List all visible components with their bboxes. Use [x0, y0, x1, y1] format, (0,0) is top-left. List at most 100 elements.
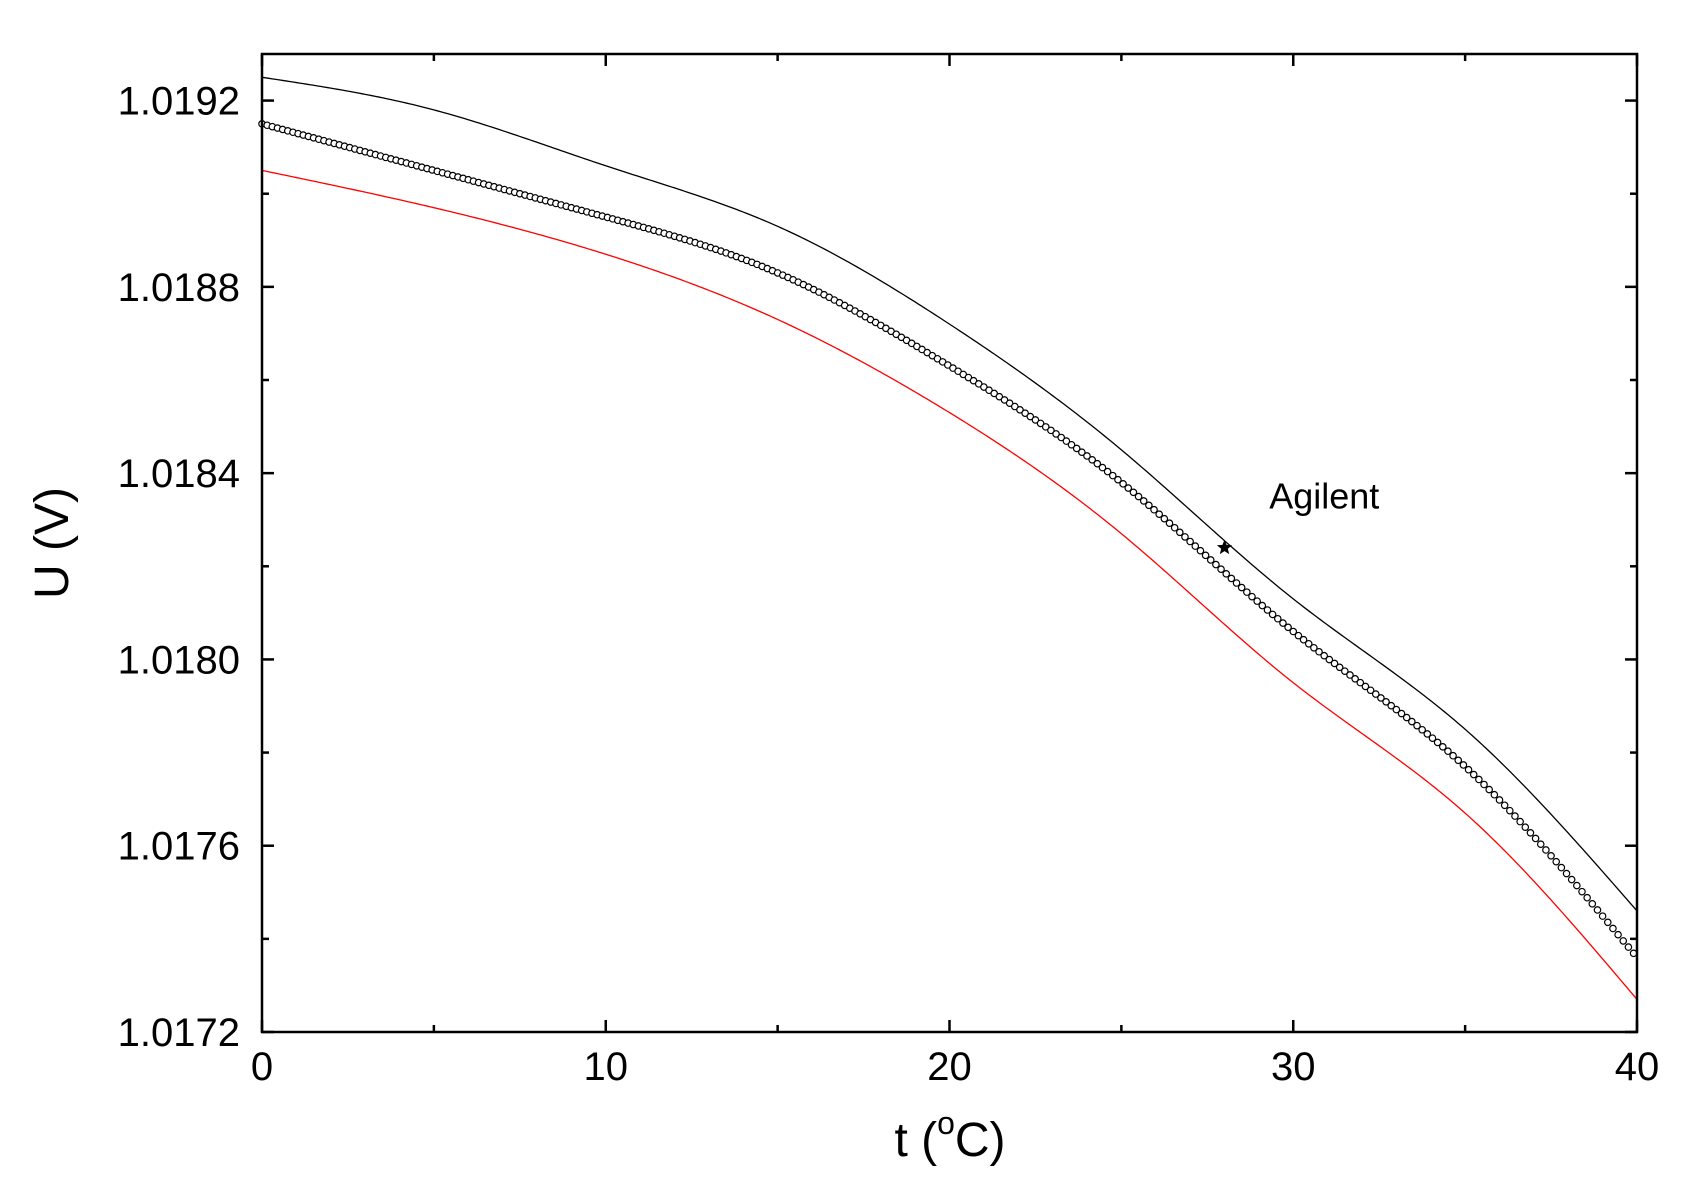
y-axis-title: U (V)	[26, 487, 79, 599]
data-point	[1438, 742, 1447, 751]
data-point	[1567, 875, 1576, 884]
data-point	[1397, 709, 1406, 718]
data-point	[1279, 619, 1287, 627]
data-point	[1454, 756, 1463, 765]
x-tick-label: 40	[1615, 1045, 1660, 1089]
data-point	[1578, 887, 1586, 896]
data-point	[1371, 690, 1380, 698]
data-point	[1573, 881, 1581, 890]
data-point	[1562, 869, 1571, 878]
data-point	[1464, 765, 1473, 774]
data-point	[1449, 751, 1457, 760]
data-point	[1062, 437, 1071, 445]
data-point	[1268, 610, 1277, 619]
data-point	[1552, 857, 1561, 866]
data-point	[1212, 560, 1220, 569]
data-point	[1506, 806, 1514, 815]
data-point	[1387, 701, 1396, 710]
data-point	[1304, 639, 1313, 648]
data-point	[1289, 627, 1298, 636]
data-point	[1418, 725, 1426, 734]
data-point	[1222, 570, 1231, 578]
data-point	[1408, 717, 1416, 726]
data-point	[1459, 761, 1468, 769]
data-point	[1139, 497, 1148, 505]
data-point	[1047, 426, 1055, 435]
data-point	[1392, 705, 1401, 714]
x-axis-title-sup: o	[937, 1105, 955, 1141]
data-point	[1469, 770, 1478, 779]
x-tick-label: 0	[251, 1045, 273, 1089]
series-line-0	[261, 76, 1638, 912]
x-tick-label: 30	[1271, 1045, 1316, 1089]
data-point	[1475, 775, 1483, 784]
annotation-label: Agilent	[1269, 475, 1379, 516]
data-point	[1258, 601, 1267, 610]
data-point	[1315, 647, 1323, 656]
y-tick-label: 1.0188	[118, 266, 240, 310]
data-point	[1294, 631, 1303, 640]
data-point	[1232, 579, 1241, 587]
data-point	[1119, 480, 1127, 488]
data-point	[1098, 463, 1107, 472]
data-point	[1005, 399, 1014, 408]
data-point	[1335, 663, 1344, 672]
data-point	[1078, 448, 1086, 456]
x-axis-title: t (oC)	[894, 1105, 1005, 1167]
data-point	[1176, 528, 1184, 537]
data-point	[1000, 396, 1009, 404]
data-point	[1206, 556, 1215, 564]
data-point	[1217, 565, 1225, 574]
plot-frame	[260, 52, 1639, 1034]
y-tick-label: 1.0172	[118, 1011, 240, 1055]
data-point	[1583, 893, 1591, 902]
data-point	[1614, 930, 1622, 939]
data-point	[1191, 542, 1200, 550]
data-point	[1521, 823, 1530, 831]
data-point	[1052, 430, 1060, 438]
data-point	[1377, 694, 1385, 702]
highlight-star-marker	[1216, 539, 1233, 555]
data-point	[1330, 659, 1339, 668]
data-point	[1423, 730, 1432, 738]
y-tick-label: 1.0184	[118, 452, 240, 496]
data-point	[1511, 812, 1519, 820]
data-point	[1361, 682, 1370, 691]
data-point	[1428, 734, 1437, 742]
data-point	[1320, 651, 1328, 660]
data-point	[1325, 655, 1334, 664]
data-point	[1186, 537, 1194, 546]
x-axis-title-main: t (	[894, 1114, 937, 1167]
data-point	[1155, 510, 1163, 518]
data-point	[1263, 606, 1272, 614]
data-point	[1036, 419, 1045, 428]
data-point	[1031, 416, 1040, 424]
data-point	[1433, 738, 1442, 747]
data-point	[1547, 852, 1555, 860]
data-point	[1351, 674, 1359, 683]
data-point	[1536, 840, 1545, 849]
data-point	[1196, 546, 1205, 555]
data-point	[1526, 828, 1535, 837]
data-point	[1021, 409, 1029, 417]
data-point	[1093, 459, 1102, 468]
data-point	[1041, 423, 1050, 431]
data-point	[1181, 533, 1189, 541]
data-point	[1067, 440, 1076, 449]
x-tick-label: 20	[927, 1045, 972, 1089]
data-point	[1299, 635, 1308, 644]
data-point	[1480, 780, 1488, 789]
data-point	[1341, 667, 1349, 675]
data-point	[1382, 698, 1390, 706]
data-point	[1542, 846, 1550, 854]
x-tick-label: 10	[584, 1045, 629, 1089]
data-point	[1402, 713, 1411, 722]
data-point	[1495, 796, 1504, 804]
series-layer	[258, 76, 1638, 1000]
data-point	[1103, 467, 1112, 476]
data-point	[1150, 505, 1158, 514]
ticks-layer	[260, 54, 1639, 1034]
y-tick-label: 1.0192	[118, 80, 240, 124]
data-point	[1603, 918, 1612, 927]
